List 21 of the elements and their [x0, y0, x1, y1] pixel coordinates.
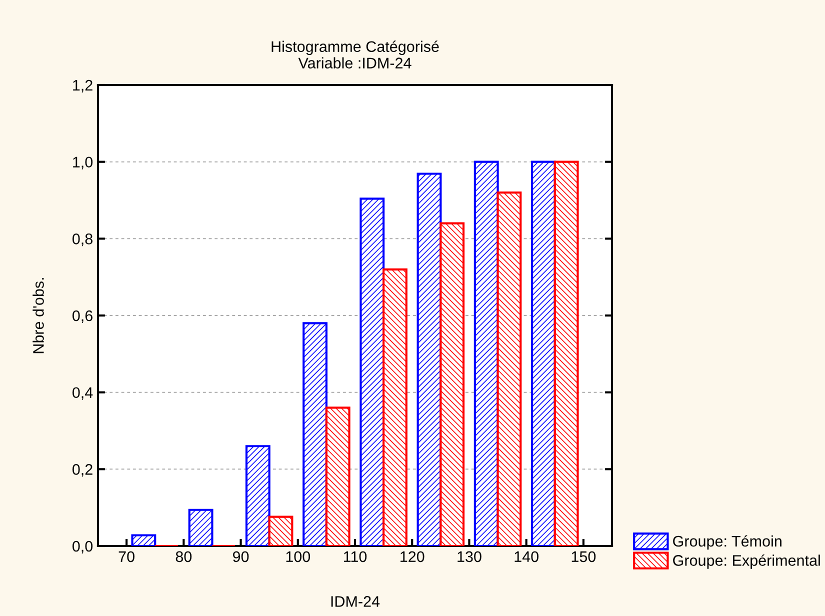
y-tick-label: 0,6 — [72, 310, 92, 323]
x-tick-label: 110 — [344, 551, 367, 562]
y-tick-label: 0,0 — [72, 540, 93, 554]
x-tick-label: 120 — [400, 551, 424, 562]
x-axis-title: IDM-24 — [331, 596, 380, 607]
x-tick-label: 140 — [514, 551, 538, 562]
x-tick-label: 130 — [458, 551, 482, 562]
y-tick-label: 0,8 — [72, 234, 92, 246]
legend-label: Groupe: Témoin — [673, 535, 782, 550]
x-tick-label: 80 — [176, 551, 192, 562]
x-tick-label: 90 — [233, 551, 249, 562]
chart-title: Histogramme Catégorisé Variable :IDM-24 — [272, 40, 439, 68]
y-tick-label: 1,2 — [73, 80, 92, 92]
y-tick-label: 1,0 — [73, 156, 93, 170]
x-tick-label: 70 — [118, 551, 134, 562]
y-tick-label: 0,4 — [72, 387, 93, 400]
y-axis-title: Nbre d'obs. — [32, 278, 44, 354]
x-tick-label: 100 — [286, 551, 310, 562]
legend-label: Groupe: Expérimental — [673, 554, 820, 569]
x-tick-label: 150 — [572, 551, 596, 562]
y-tick-label: 0,2 — [72, 464, 92, 477]
